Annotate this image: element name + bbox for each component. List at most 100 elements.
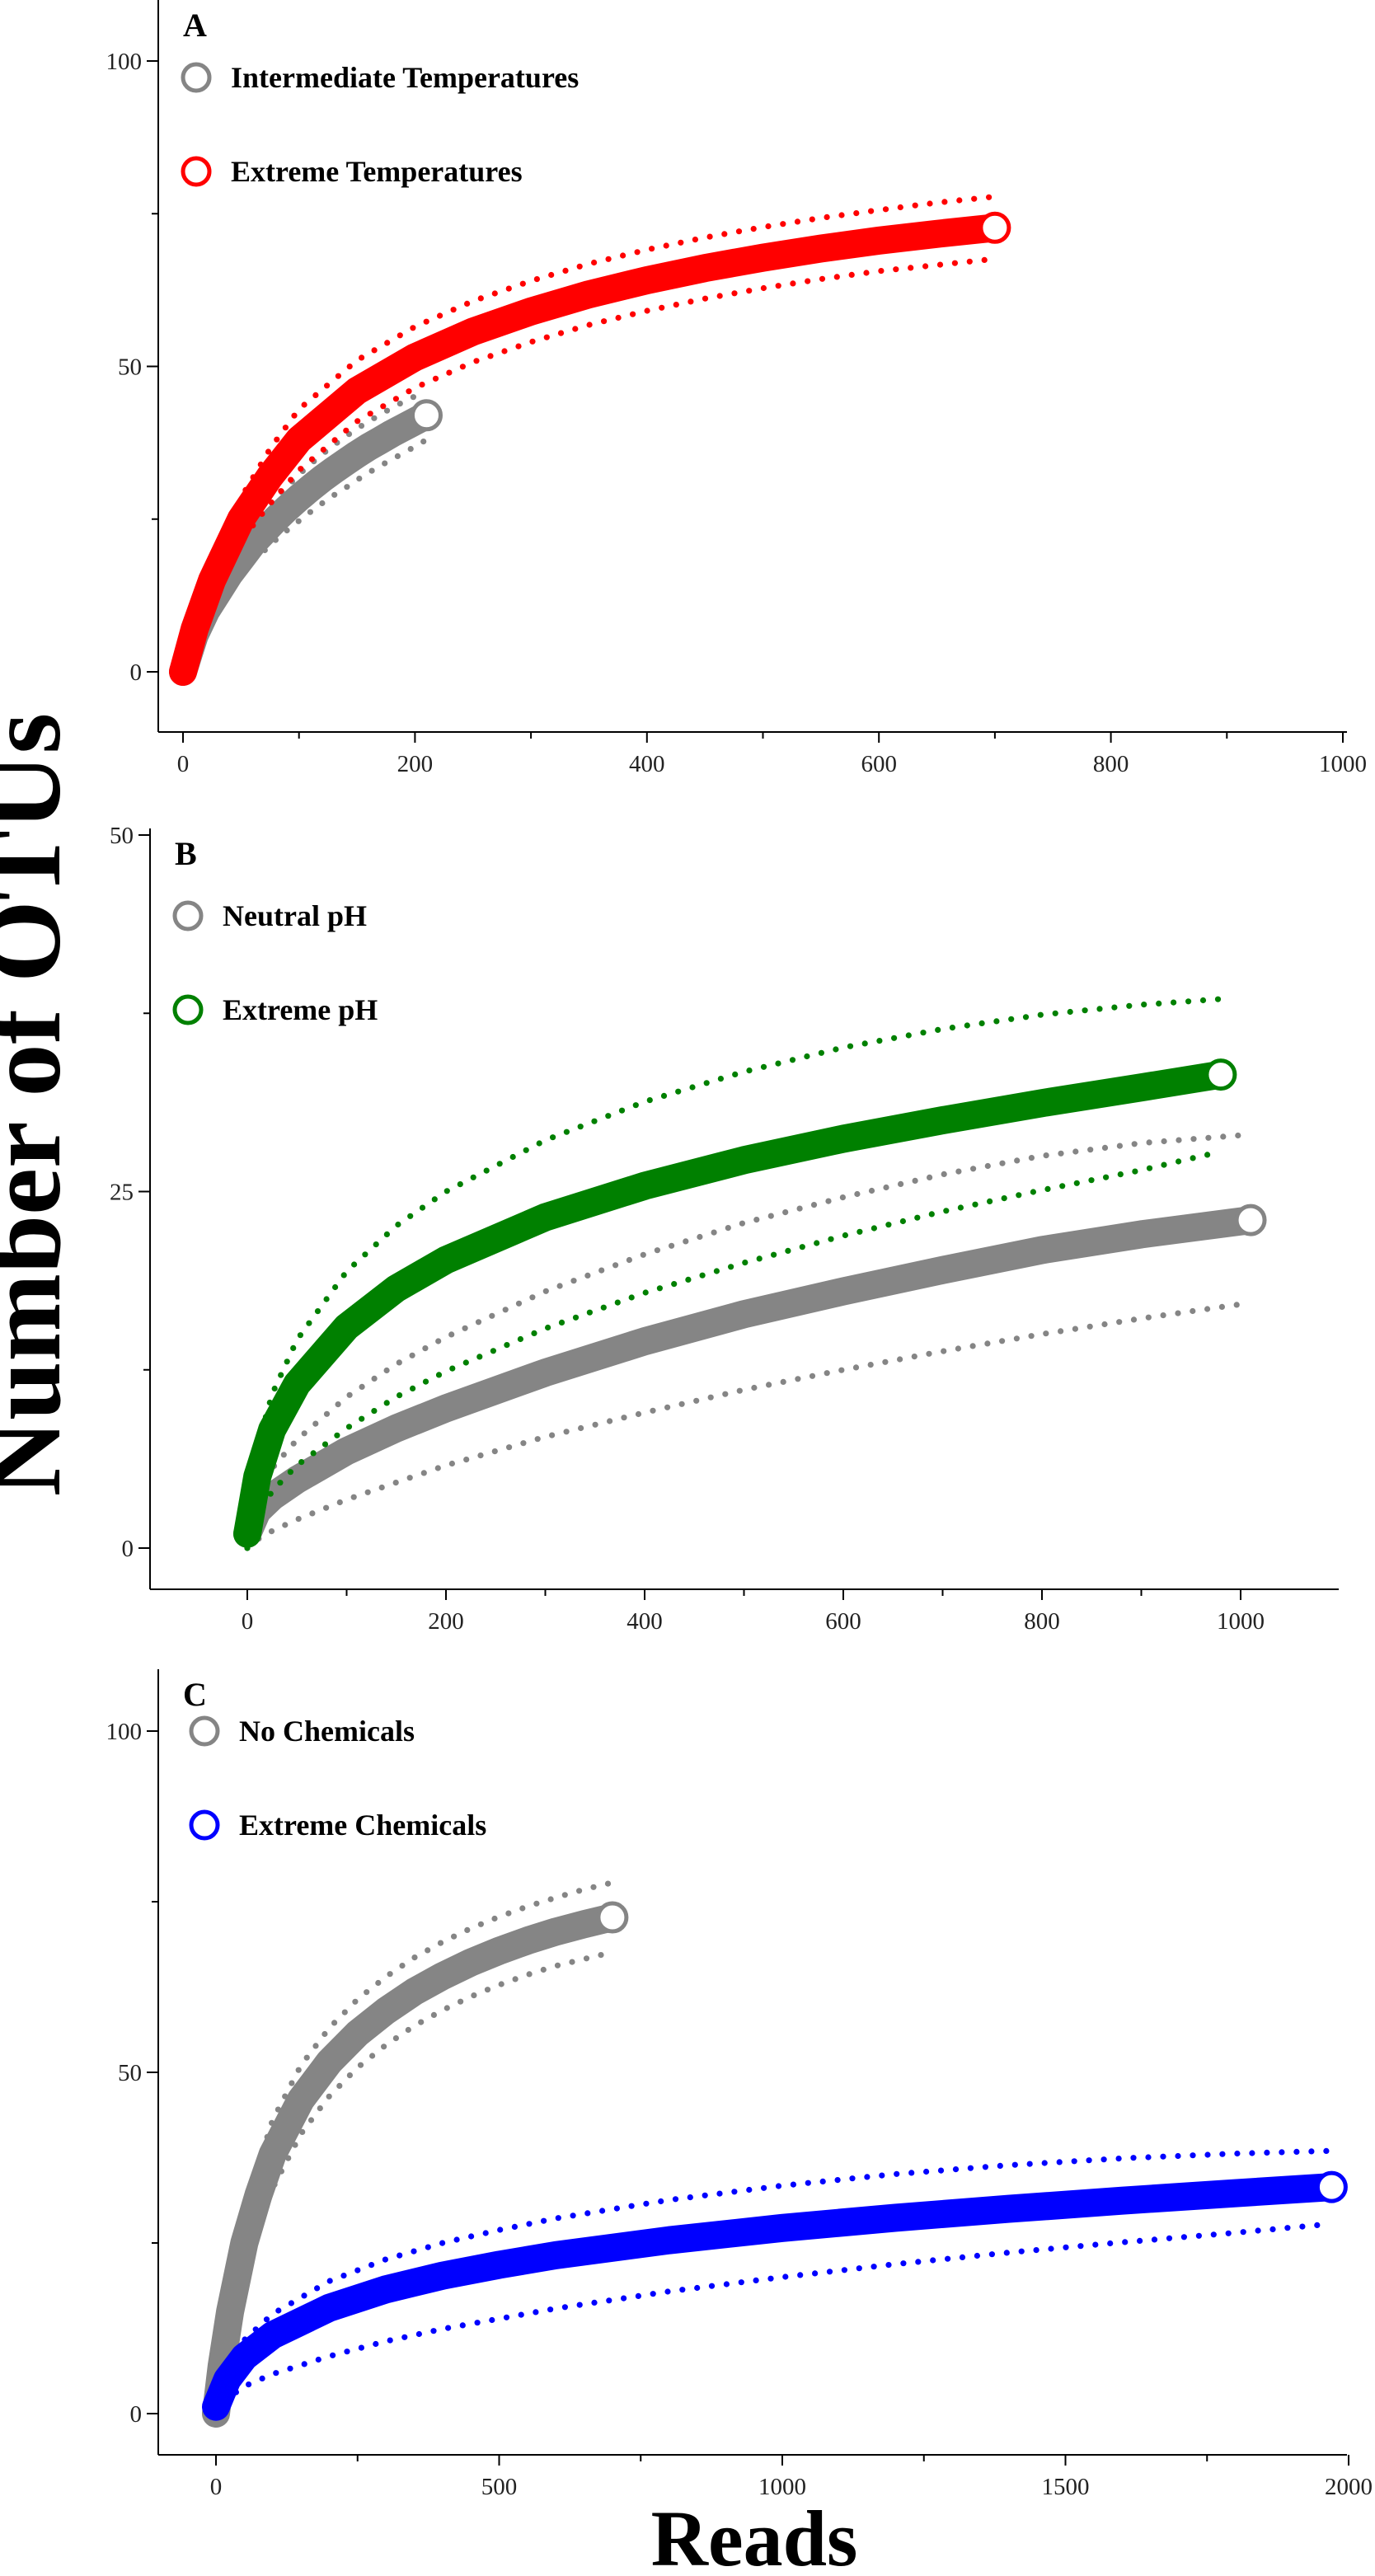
upper-bound-dot — [955, 1168, 962, 1175]
lower-bound-dot — [959, 2254, 966, 2260]
rarefaction-curve — [202, 2173, 1346, 2421]
lower-bound-dot — [422, 1378, 429, 1385]
lower-bound-dot — [1218, 1303, 1225, 1310]
lower-bound-dot — [1160, 1312, 1166, 1319]
lower-bound-dot — [368, 467, 375, 474]
upper-bound-dot — [509, 1153, 516, 1161]
lower-bound-dot — [531, 1330, 537, 1336]
upper-bound-dot — [750, 226, 757, 232]
upper-bound-dot — [314, 2285, 321, 2292]
lower-bound-dot — [1269, 2226, 1276, 2232]
lower-bound-dot — [459, 2322, 466, 2329]
lower-bound-dot — [736, 1387, 743, 1394]
lower-bound-dot — [852, 1364, 860, 1371]
upper-bound-dot — [982, 2164, 988, 2170]
upper-bound-dot — [1096, 1006, 1103, 1012]
upper-bound-dot — [1111, 1004, 1118, 1011]
upper-bound-dot — [805, 2180, 811, 2186]
lower-bound-dot — [462, 1359, 469, 1366]
lower-bound-dot — [298, 466, 304, 472]
upper-bound-dot — [301, 401, 307, 408]
upper-bound-dot — [359, 1383, 365, 1390]
upper-bound-dot — [340, 2273, 347, 2279]
lower-bound-dot — [885, 2262, 892, 2269]
upper-bound-dot — [692, 237, 699, 243]
upper-bound-dot — [576, 263, 583, 270]
lower-bound-dot — [767, 2275, 774, 2282]
upper-bound-dot — [395, 1221, 401, 1228]
lower-bound-dot — [345, 1424, 353, 1430]
upper-bound-dot — [971, 195, 978, 202]
upper-bound-dot — [462, 1325, 468, 1331]
lower-bound-dot — [1028, 1333, 1035, 1340]
lower-bound-dot — [650, 1407, 656, 1414]
lower-bound-dot — [489, 2316, 495, 2324]
lower-bound-dot — [1048, 2245, 1054, 2252]
upper-bound-dot — [804, 1053, 810, 1060]
lower-bound-dot — [473, 358, 480, 364]
upper-bound-dot — [1204, 2151, 1211, 2158]
upper-bound-dot — [1249, 2150, 1255, 2156]
upper-bound-dot — [358, 423, 365, 429]
lower-bound-dot — [491, 1448, 498, 1455]
upper-bound-dot — [533, 1900, 540, 1907]
upper-bound-dot — [839, 1194, 846, 1201]
upper-bound-dot — [941, 1171, 947, 1177]
lower-bound-dot — [336, 1499, 343, 1506]
lower-bound-dot — [387, 2337, 393, 2344]
upper-bound-dot — [620, 252, 626, 259]
lower-bound-dot — [848, 271, 855, 278]
lower-bound-dot — [418, 2019, 425, 2025]
lower-bound-dot — [392, 1480, 399, 1486]
upper-bound-dot — [368, 2262, 375, 2269]
lower-bound-dot — [1299, 2223, 1306, 2230]
legend-marker — [172, 994, 204, 1025]
lower-bound-dot — [1204, 1152, 1211, 1158]
upper-bound-dot — [809, 216, 815, 223]
upper-bound-dot — [423, 318, 429, 325]
legend-label: Extreme pH — [223, 993, 378, 1026]
lower-bound-dot — [477, 1452, 484, 1459]
lower-bound-dot — [635, 2292, 642, 2299]
lower-bound-dot — [999, 1338, 1006, 1344]
lower-bound-dot — [288, 476, 294, 483]
upper-bound-dot — [927, 1174, 933, 1180]
lower-bound-dot — [885, 1222, 892, 1228]
lower-bound-dot — [819, 275, 826, 282]
lower-bound-dot — [380, 403, 387, 410]
upper-bound-dot — [323, 1296, 330, 1302]
upper-bound-dot — [1308, 2148, 1315, 2155]
x-tick-label: 200 — [428, 1608, 464, 1635]
lower-bound-dot — [1204, 1306, 1211, 1312]
upper-bound-dot — [457, 1181, 463, 1188]
lower-bound-dot — [1088, 1177, 1095, 1184]
upper-bound-dot — [1037, 1011, 1044, 1018]
upper-bound-dot — [1087, 1147, 1094, 1153]
lower-bound-dot — [1190, 1307, 1196, 1315]
lower-bound-dot — [723, 2281, 730, 2287]
lower-bound-dot — [443, 2005, 450, 2011]
upper-bound-dot — [613, 2205, 621, 2212]
upper-bound-dot — [397, 332, 403, 339]
upper-bound-dot — [1141, 1002, 1147, 1008]
lower-bound-dot — [756, 1255, 763, 1262]
lower-bound-dot — [856, 2265, 862, 2272]
upper-bound-dot — [923, 2168, 930, 2175]
lower-bound-dot — [1255, 2227, 1261, 2234]
lower-bound-dot — [346, 2072, 353, 2079]
upper-bound-dot — [373, 1241, 379, 1248]
upper-bound-dot — [1082, 1007, 1088, 1014]
curve-end-marker — [410, 399, 443, 432]
upper-bound-dot — [746, 2186, 753, 2194]
lower-bound-dot — [545, 1324, 551, 1331]
upper-bound-dot — [410, 325, 416, 331]
lower-bound-dot — [1072, 1326, 1078, 1332]
lower-bound-dot — [809, 1372, 816, 1379]
lower-bound-dot — [814, 1240, 820, 1246]
legend-label: No Chemicals — [239, 1715, 415, 1748]
upper-bound-dot — [721, 231, 728, 237]
lower-bound-dot — [606, 2297, 612, 2304]
lower-bound-dot — [630, 311, 636, 317]
lower-bound-dot — [621, 1415, 627, 1421]
